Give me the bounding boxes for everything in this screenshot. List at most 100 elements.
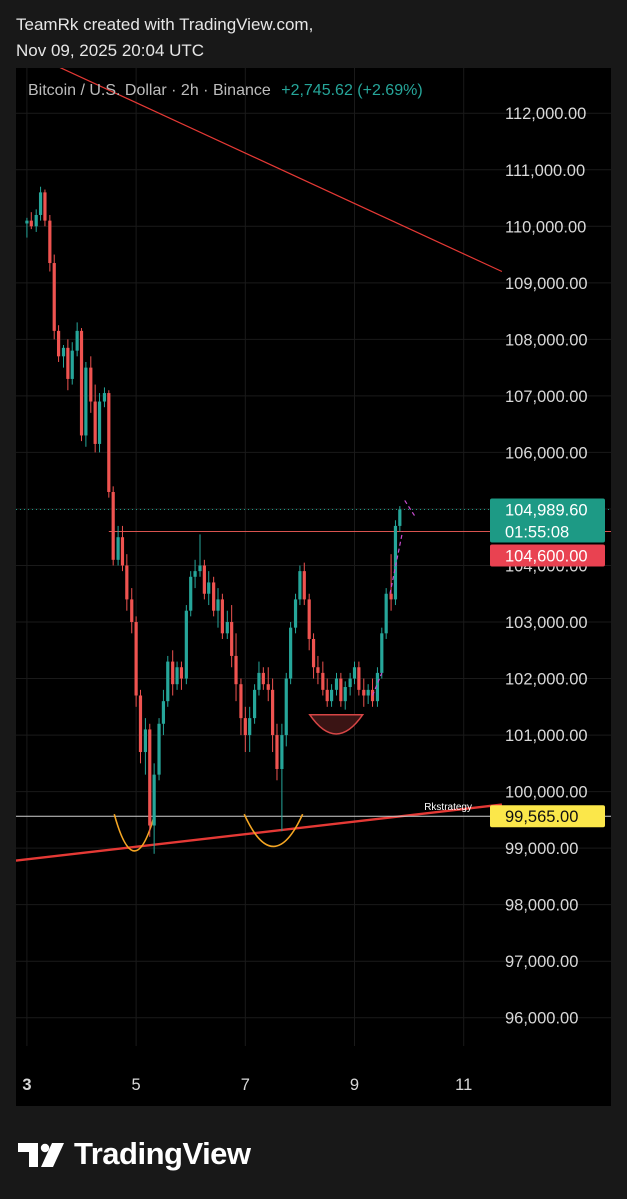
candle-body: [79, 330, 84, 436]
candle-body: [370, 689, 375, 702]
candle-body: [252, 689, 257, 719]
candle-body: [230, 622, 234, 656]
candle-body: [166, 661, 170, 702]
trendline: [16, 803, 503, 862]
resistance-price-tag-text: 104,600.00: [505, 548, 588, 566]
x-axis-tick-label: 5: [132, 1076, 141, 1094]
candle-body: [157, 723, 161, 775]
candle-body: [29, 220, 33, 227]
support-price-tag-background: [490, 805, 605, 828]
y-axis-tick-label: 108,000.00: [505, 331, 588, 349]
candle-body: [84, 367, 88, 436]
candle-body: [116, 537, 120, 560]
candle-body: [179, 667, 184, 679]
pattern-arc: [308, 713, 365, 735]
candlestick-chart[interactable]: Rkstrategy 96,000.00 97,000.00 98,000.00 99,…: [16, 68, 611, 1106]
attribution: TeamRk created with TradingView.com, Nov…: [16, 12, 313, 64]
y-axis-tick-label: 112,000.00: [505, 105, 586, 123]
projection-arrow: [389, 531, 404, 594]
candle-body: [152, 774, 156, 826]
candle-body: [189, 576, 193, 611]
pattern-arc: [113, 814, 156, 852]
candle-body: [107, 393, 111, 492]
candle-body: [266, 684, 270, 690]
candle-body: [293, 599, 298, 628]
y-axis-tick-label: 98,000.00: [505, 897, 578, 915]
y-axis-tick-label: 96,000.00: [505, 1010, 578, 1028]
candle-body: [239, 684, 243, 719]
y-axis-tick-label: 110,000.00: [505, 218, 586, 236]
candle-body: [261, 672, 265, 685]
candle-body: [220, 599, 224, 634]
candle-body: [193, 571, 197, 577]
last-price-tag-background: [490, 498, 605, 543]
candle-body: [316, 667, 320, 673]
candle-body: [348, 678, 352, 688]
candle-body: [75, 330, 79, 351]
candle-body: [171, 661, 175, 685]
candle-body: [271, 689, 275, 736]
candle-body: [38, 192, 43, 215]
y-axis-tick-label: 111,000.00: [505, 162, 585, 180]
candle-body: [321, 672, 325, 690]
brand-name: TradingView: [74, 1136, 251, 1171]
symbol-header: Bitcoin / U.S. Dollar · 2h · Binance +2,…: [28, 82, 423, 100]
x-axis-tick-label: 3: [22, 1076, 31, 1094]
tradingview-logo[interactable]: TradingView: [18, 1136, 251, 1172]
candle-body: [225, 622, 229, 634]
candle-body: [307, 599, 311, 639]
y-axis-tick-label: 109,000.00: [505, 275, 588, 293]
candle-body: [325, 689, 329, 702]
candle-body: [362, 689, 366, 696]
candle-body: [34, 214, 38, 227]
candle-body: [70, 350, 74, 379]
candle-body: [393, 525, 398, 600]
candle-body: [352, 667, 357, 679]
candle-body: [89, 367, 93, 402]
level-annotation: Rkstrategy: [424, 802, 472, 813]
candle-body: [243, 718, 247, 736]
candle-body: [384, 593, 388, 634]
candle-body: [280, 735, 284, 769]
tradingview-logo-icon: [18, 1143, 64, 1167]
candle-body: [248, 718, 252, 736]
candle-body: [284, 678, 288, 736]
candle-body: [343, 687, 347, 702]
candle-body: [302, 571, 306, 600]
candle-body: [143, 729, 147, 753]
y-axis-tick-label: 101,000.00: [505, 727, 588, 745]
candle-body: [339, 678, 343, 702]
candle-body: [102, 393, 107, 402]
x-axis-tick-label: 7: [241, 1076, 250, 1094]
y-axis-tick-label: 103,000.00: [505, 614, 588, 632]
candle-body: [175, 667, 179, 685]
last-price-tag-text: 104,989.60: [505, 502, 588, 520]
candle-body: [161, 701, 166, 724]
projection-arrow: [404, 500, 416, 517]
candle-body: [138, 695, 143, 753]
candle-body: [134, 622, 138, 696]
pattern-arc: [243, 813, 304, 847]
candle-body: [148, 729, 152, 826]
chart-panel[interactable]: Rkstrategy 96,000.00 97,000.00 98,000.00 99,…: [16, 68, 611, 1106]
candle-body: [329, 689, 334, 702]
support-price-tag-text: 99,565.00: [505, 808, 578, 826]
y-axis-tick-label: 99,000.00: [505, 840, 578, 858]
resistance-price-tag-background: [490, 544, 605, 567]
attribution-timestamp: Nov 09, 2025 20:04 UTC: [16, 41, 205, 60]
y-axis-tick-label: 100,000.00: [505, 784, 588, 802]
x-axis-tick-label: 9: [350, 1076, 359, 1094]
x-axis-tick-label: 11: [455, 1076, 472, 1094]
trendline: [59, 68, 503, 273]
candle-body: [216, 599, 220, 611]
candle-body: [275, 735, 279, 769]
candle-body: [389, 593, 393, 600]
candle-body: [125, 565, 129, 600]
candle-body: [120, 537, 125, 566]
candle-body: [366, 689, 370, 696]
candle-body: [52, 263, 56, 331]
y-axis-tick-label: 102,000.00: [505, 671, 588, 689]
candle-body: [234, 655, 238, 685]
candle-body: [130, 599, 134, 623]
candle-body: [43, 192, 47, 221]
